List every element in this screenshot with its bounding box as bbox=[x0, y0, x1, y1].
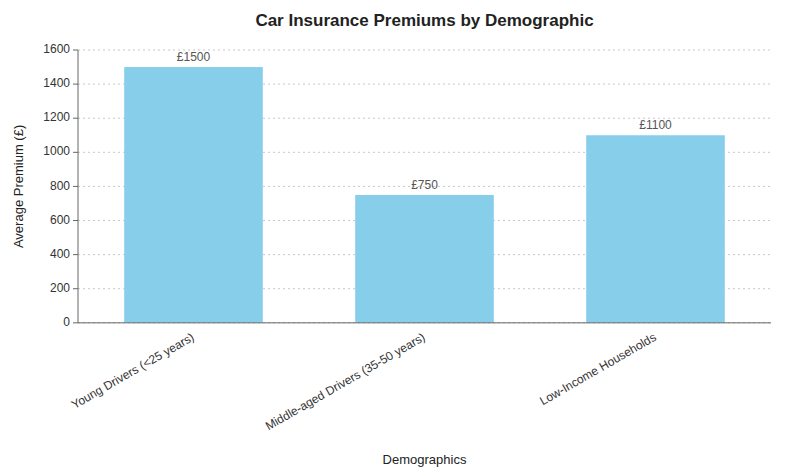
y-tick-label: 400 bbox=[50, 247, 70, 261]
axes: 0 200 400 600 800 1000 1200 1400 1600 bbox=[43, 42, 771, 329]
y-tick-label: 1000 bbox=[43, 144, 70, 158]
y-tick bbox=[73, 50, 78, 51]
y-tick bbox=[73, 152, 78, 153]
y-tick-label: 0 bbox=[63, 315, 70, 329]
title: Car Insurance Premiums by Demographic bbox=[255, 11, 593, 30]
y-tick-label: 600 bbox=[50, 213, 70, 227]
bar bbox=[124, 67, 263, 323]
y-axis-label: Average Premium (£) bbox=[11, 125, 26, 248]
y-tick bbox=[73, 186, 78, 187]
y-tick bbox=[73, 254, 78, 255]
y-tick bbox=[73, 322, 78, 323]
background bbox=[0, 0, 795, 476]
bars bbox=[124, 67, 725, 323]
x-tick-label: Middle-aged Drivers (35-50 years) bbox=[263, 330, 428, 433]
x-axis-label: Demographics bbox=[383, 452, 467, 467]
y-tick bbox=[73, 84, 78, 85]
y-tick-label: 1200 bbox=[43, 110, 70, 124]
y-tick-label: 800 bbox=[50, 179, 70, 193]
chart-svg: 0 200 400 600 800 1000 1200 1400 1600 Young Drive… bbox=[0, 0, 795, 476]
y-tick-label: 200 bbox=[50, 281, 70, 295]
chart-container: 0 200 400 600 800 1000 1200 1400 1600 Young Drive… bbox=[0, 0, 795, 476]
data-label: £750 bbox=[411, 178, 438, 192]
data-label: £1100 bbox=[639, 118, 672, 132]
grid-line bbox=[78, 322, 771, 323]
grid bbox=[78, 50, 771, 323]
data-label: £1500 bbox=[177, 50, 211, 64]
x-tick-label: Young Drivers (<25 years) bbox=[69, 330, 197, 412]
y-tick-label: 1600 bbox=[43, 42, 70, 56]
x-axis-line bbox=[78, 322, 771, 323]
x-tick-label: Low-Income Households bbox=[537, 330, 658, 408]
bar bbox=[586, 135, 725, 323]
y-tick-label: 1400 bbox=[43, 76, 70, 90]
y-tick bbox=[73, 288, 78, 289]
bar bbox=[355, 195, 494, 323]
y-tick bbox=[73, 220, 78, 221]
y-tick bbox=[73, 118, 78, 119]
